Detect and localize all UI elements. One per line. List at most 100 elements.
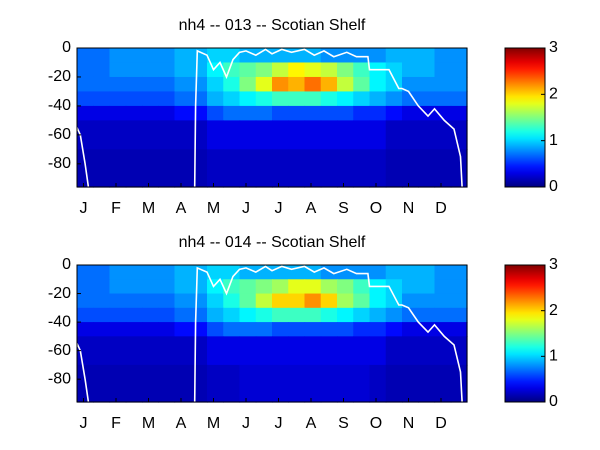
heat-cell xyxy=(434,322,452,337)
axes-box xyxy=(76,264,468,403)
heat-cell xyxy=(369,149,387,188)
heat-cell xyxy=(158,336,176,366)
heat-cell xyxy=(320,293,338,309)
heat-cell xyxy=(385,265,403,280)
heat-cell xyxy=(450,120,468,150)
colorbar-tick-label: 0 xyxy=(549,178,558,195)
heat-cell xyxy=(207,48,224,64)
heat-cell xyxy=(337,120,354,150)
heat-cell xyxy=(207,364,224,403)
heat-cell xyxy=(255,336,273,366)
colorbar-tick-label: 3 xyxy=(549,39,558,56)
heat-cell xyxy=(434,307,452,323)
heat-cell xyxy=(402,336,419,366)
heat-cell xyxy=(255,149,273,188)
heat-cell xyxy=(320,322,338,337)
heat-cell xyxy=(109,62,127,78)
axes-box xyxy=(76,47,468,188)
heat-cell xyxy=(272,120,289,150)
profile-line xyxy=(76,48,463,188)
profile-line xyxy=(76,265,463,403)
colorbar-tick-label: 1 xyxy=(549,348,558,365)
heat-cell xyxy=(320,62,338,78)
heat-cell xyxy=(434,48,452,64)
heat-cell xyxy=(450,307,468,323)
heat-cell xyxy=(174,265,192,280)
heat-cell xyxy=(93,105,111,121)
heat-cell xyxy=(190,48,208,64)
heat-cell xyxy=(434,105,452,121)
heat-cell xyxy=(353,76,371,93)
x-tick-label: M xyxy=(207,200,220,217)
heat-cell xyxy=(272,105,289,121)
heat-cell xyxy=(158,307,176,323)
heat-cell xyxy=(450,48,468,64)
heat-cell xyxy=(255,364,273,403)
heat-cell xyxy=(125,364,143,403)
heat-cell xyxy=(288,105,306,121)
x-tick-label: N xyxy=(403,415,415,432)
x-tick-label: O xyxy=(370,415,382,432)
heat-cell xyxy=(93,364,111,403)
heat-cell xyxy=(450,293,468,309)
heat-cell xyxy=(402,293,419,309)
x-tick-label: D xyxy=(435,200,447,217)
colorbar-tick-label: 3 xyxy=(549,256,558,273)
heat-cell xyxy=(223,307,241,323)
x-tick-label: J xyxy=(80,200,88,217)
heat-cell xyxy=(207,322,224,337)
heat-cell xyxy=(385,307,403,323)
heat-cell xyxy=(223,91,241,107)
heat-cell xyxy=(272,336,289,366)
colorbar-tick-label: 2 xyxy=(549,302,558,319)
heat-cell xyxy=(288,120,306,150)
heat-cell xyxy=(223,265,241,280)
heat-cell xyxy=(418,76,436,93)
y-tick-label: -40 xyxy=(48,97,71,114)
heat-cell xyxy=(304,149,322,188)
x-tick-label: M xyxy=(207,415,220,432)
heat-cell xyxy=(190,364,208,403)
heat-cell xyxy=(402,364,419,403)
heat-cell xyxy=(255,293,273,309)
heat-cell xyxy=(142,364,159,403)
heat-cell xyxy=(320,120,338,150)
heat-cell xyxy=(288,364,306,403)
heat-cell xyxy=(272,76,289,93)
heat-cell xyxy=(288,91,306,107)
heat-cell xyxy=(142,279,159,295)
heat-cell xyxy=(418,48,436,64)
heat-cell xyxy=(125,293,143,309)
heat-cell xyxy=(142,120,159,150)
heat-cell xyxy=(109,76,127,93)
heat-cell xyxy=(385,105,403,121)
heat-cell xyxy=(125,105,143,121)
heat-cell xyxy=(272,322,289,337)
heat-cell xyxy=(450,62,468,78)
heat-cell xyxy=(385,120,403,150)
heat-cell xyxy=(125,149,143,188)
heat-cell xyxy=(353,293,371,309)
heat-cell xyxy=(239,76,257,93)
heat-cell xyxy=(93,62,111,78)
heat-cell xyxy=(109,293,127,309)
heat-cell xyxy=(272,62,289,78)
heat-cell xyxy=(142,105,159,121)
heat-cell xyxy=(77,105,94,121)
heat-cell xyxy=(239,322,257,337)
heat-cell xyxy=(174,336,192,366)
heat-cell xyxy=(418,307,436,323)
heat-cell xyxy=(320,149,338,188)
heat-cell xyxy=(402,48,419,64)
heat-cell xyxy=(77,293,94,309)
heat-cell xyxy=(125,279,143,295)
heat-cell xyxy=(288,307,306,323)
heat-cell xyxy=(304,120,322,150)
heat-cell xyxy=(369,322,387,337)
x-tick-label: A xyxy=(176,200,187,217)
heat-cell xyxy=(109,48,127,64)
heat-cell xyxy=(337,62,354,78)
heat-cell xyxy=(93,265,111,280)
heat-cell xyxy=(77,62,94,78)
heat-cell xyxy=(190,62,208,78)
